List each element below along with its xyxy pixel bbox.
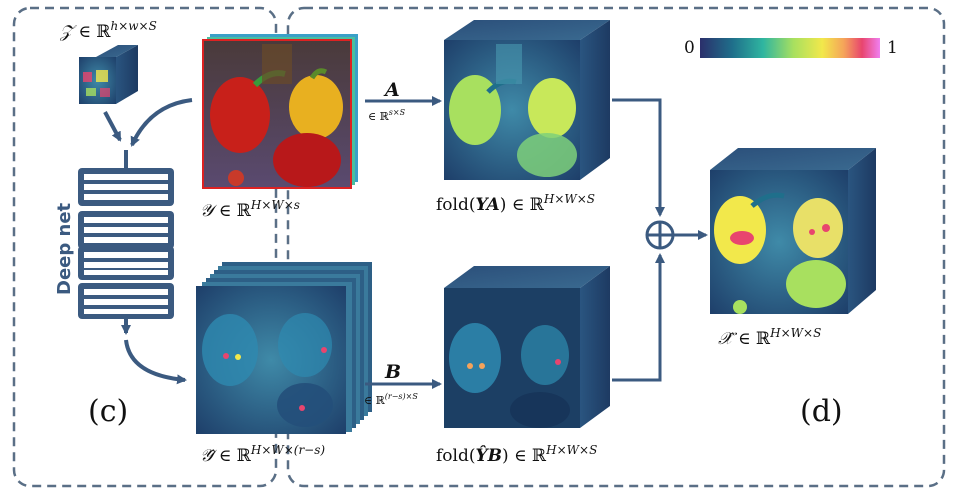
colorbar-max-label: 1 bbox=[887, 38, 898, 58]
panel-c-frame bbox=[12, 6, 278, 488]
rgb-image-y bbox=[202, 34, 358, 189]
arrow-b-domain: ∈ ℝ(r−s)×S bbox=[364, 392, 418, 407]
connector-ya-to-sum bbox=[612, 98, 665, 217]
colorbar: 0 1 bbox=[684, 38, 898, 58]
panel-c-label: (c) bbox=[88, 394, 128, 429]
cube-fold-ya bbox=[444, 20, 610, 180]
deep-net-label: Deep net bbox=[54, 202, 75, 295]
yhat-label: 𝒴̂ ∈ ℝH×W×(r−s) bbox=[200, 443, 325, 466]
latent-cube-z bbox=[79, 45, 138, 104]
estimated-cube-yhat bbox=[196, 262, 372, 434]
arrow-y-to-net bbox=[130, 98, 193, 147]
fold-yb-label: fold(ŶB) ∈ ℝH×W×S bbox=[436, 443, 597, 466]
arrow-a-label: A bbox=[383, 79, 400, 101]
panel-d-label: (d) bbox=[800, 394, 843, 429]
arrow-a-domain: ∈ ℝs×S bbox=[368, 108, 406, 123]
deep-net bbox=[78, 168, 174, 319]
colorbar-gradient bbox=[700, 38, 880, 58]
arrow-net-to-yhat bbox=[124, 339, 187, 385]
cube-fold-yb bbox=[444, 266, 610, 428]
arrow-b-label: B bbox=[384, 361, 401, 383]
z-label: 𝒵 ∈ ℝh×w×S bbox=[59, 19, 157, 42]
sum-node bbox=[645, 220, 675, 250]
y-label: 𝒴 ∈ ℝH×W×s bbox=[200, 198, 300, 221]
connector-yb-to-sum bbox=[612, 253, 665, 382]
colorbar-min-label: 0 bbox=[684, 38, 695, 58]
arrow-z-to-net bbox=[103, 111, 122, 142]
output-cube-xhat bbox=[710, 148, 876, 314]
fold-ya-label: fold(YA) ∈ ℝH×W×S bbox=[436, 192, 595, 215]
panel-d-frame bbox=[286, 6, 946, 488]
xhat-label: 𝒳̂ ∈ ℝH×W×S bbox=[718, 326, 821, 349]
